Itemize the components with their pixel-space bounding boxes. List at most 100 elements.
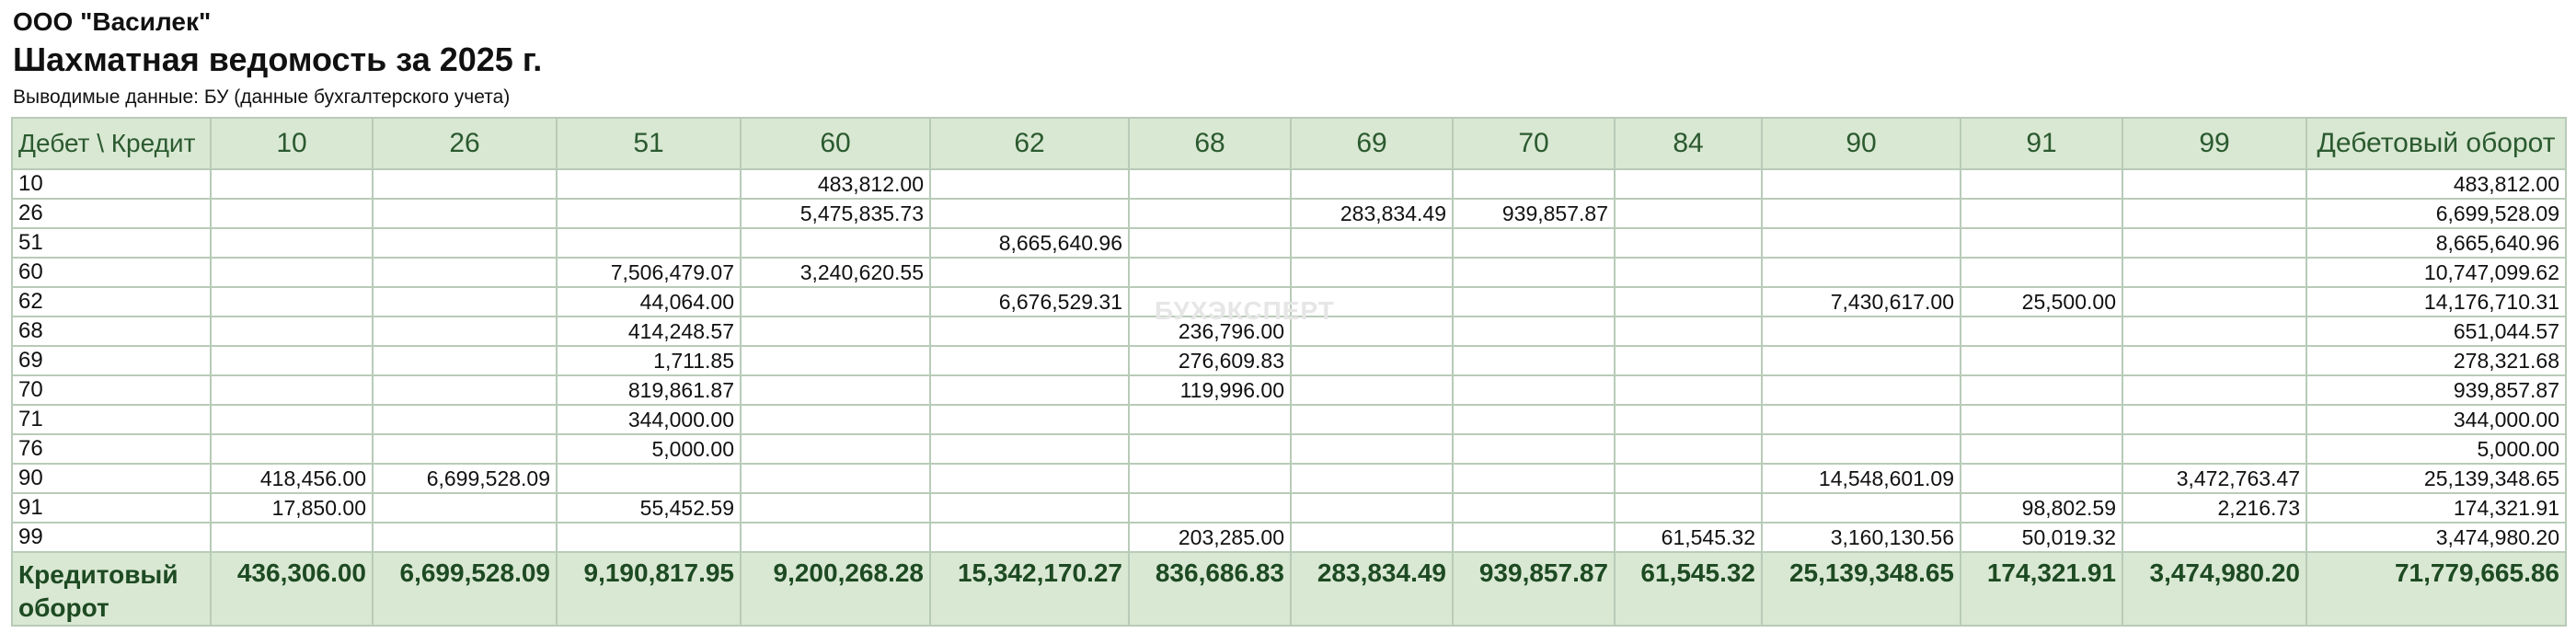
turnover-cell — [372, 522, 558, 553]
turnover-cell — [372, 374, 558, 406]
debit-account-cell: 91 — [11, 492, 212, 524]
turnover-cell — [1452, 286, 1616, 317]
turnover-cell — [929, 404, 1130, 435]
turnover-cell — [1452, 463, 1616, 494]
debit-turnover-cell: 278,321.68 — [2306, 345, 2567, 376]
turnover-cell — [1960, 433, 2123, 465]
turnover-cell — [2122, 198, 2307, 229]
turnover-cell — [740, 463, 931, 494]
turnover-cell — [740, 433, 931, 465]
table-row: 91 17,850.00 55,452.59 98,802.59 2,216.73 174… — [11, 492, 2567, 524]
debit-account-cell: 71 — [11, 404, 212, 435]
turnover-cell — [1614, 227, 1763, 259]
credit-turnover-cell: 174,321.91 — [1960, 551, 2123, 627]
turnover-cell — [2122, 257, 2307, 288]
column-header: 69 — [1290, 117, 1454, 170]
turnover-cell — [210, 257, 374, 288]
turnover-cell: 236,796.00 — [1128, 316, 1292, 347]
turnover-cell: 6,676,529.31 — [929, 286, 1130, 317]
data-source-note: Выводимые данные: БУ (данные бухгалтерск… — [13, 86, 511, 108]
turnover-cell — [1290, 404, 1454, 435]
turnover-cell: 939,857.87 — [1452, 198, 1616, 229]
turnover-cell — [1960, 257, 2123, 288]
turnover-cell — [1761, 433, 1961, 465]
turnover-cell: 8,665,640.96 — [929, 227, 1130, 259]
turnover-cell — [1614, 492, 1763, 524]
credit-turnover-cell: 283,834.49 — [1290, 551, 1454, 627]
turnover-cell — [1614, 168, 1763, 200]
table-row: 71 344,000.00 344,000.00 — [11, 404, 2567, 435]
debit-account-cell: 76 — [11, 433, 212, 465]
debit-turnover-cell: 5,000.00 — [2306, 433, 2567, 465]
turnover-cell — [1290, 522, 1454, 553]
debit-turnover-cell: 174,321.91 — [2306, 492, 2567, 524]
watermark-logo: БУХЭКСПЕРТ — [1155, 296, 1335, 325]
debit-turnover-cell: 10,747,099.62 — [2306, 257, 2567, 288]
turnover-cell — [1290, 168, 1454, 200]
column-header: 62 — [929, 117, 1130, 170]
turnover-cell — [372, 404, 558, 435]
turnover-cell — [929, 492, 1130, 524]
debit-account-cell: 10 — [11, 168, 212, 200]
turnover-cell: 3,240,620.55 — [740, 257, 931, 288]
turnover-cell — [1452, 257, 1616, 288]
debit-account-cell: 68 — [11, 316, 212, 347]
table-row: 90 418,456.00 6,699,528.09 14,548,601.09 3,4… — [11, 463, 2567, 494]
credit-turnover-cell: 9,200,268.28 — [740, 551, 931, 627]
credit-turnover-cell: 3,474,980.20 — [2122, 551, 2307, 627]
debit-turnover-cell: 939,857.87 — [2306, 374, 2567, 406]
turnover-cell: 17,850.00 — [210, 492, 374, 524]
turnover-cell: 44,064.00 — [556, 286, 742, 317]
turnover-cell — [210, 198, 374, 229]
turnover-cell — [1960, 168, 2123, 200]
turnover-cell — [210, 345, 374, 376]
turnover-cell — [1452, 492, 1616, 524]
column-header: 84 — [1614, 117, 1763, 170]
turnover-cell — [1128, 227, 1292, 259]
credit-turnover-cell: 436,306.00 — [210, 551, 374, 627]
turnover-cell — [1452, 168, 1616, 200]
credit-turnover-cell: 15,342,170.27 — [929, 551, 1130, 627]
turnover-cell — [1960, 345, 2123, 376]
turnover-cell: 203,285.00 — [1128, 522, 1292, 553]
turnover-cell — [2122, 227, 2307, 259]
turnover-cell — [1452, 316, 1616, 347]
turnover-cell: 2,216.73 — [2122, 492, 2307, 524]
debit-account-cell: 51 — [11, 227, 212, 259]
credit-turnover-row: Кредитовый оборот 436,306.00 6,699,528.0… — [11, 551, 2567, 627]
turnover-cell — [740, 286, 931, 317]
turnover-cell — [1614, 198, 1763, 229]
turnover-cell: 98,802.59 — [1960, 492, 2123, 524]
turnover-cell: 5,475,835.73 — [740, 198, 931, 229]
turnover-cell — [1614, 316, 1763, 347]
turnover-cell — [1452, 433, 1616, 465]
turnover-cell — [1128, 492, 1292, 524]
turnover-cell: 3,160,130.56 — [1761, 522, 1961, 553]
debit-account-cell: 69 — [11, 345, 212, 376]
turnover-cell — [372, 227, 558, 259]
turnover-cell — [2122, 433, 2307, 465]
credit-turnover-cell: 9,190,817.95 — [556, 551, 742, 627]
turnover-cell — [929, 198, 1130, 229]
corner-header: Дебет \ Кредит — [11, 117, 212, 170]
turnover-cell — [2122, 168, 2307, 200]
turnover-cell — [740, 345, 931, 376]
credit-turnover-cell: 25,139,348.65 — [1761, 551, 1961, 627]
turnover-cell — [2122, 374, 2307, 406]
report-title: Шахматная ведомость за 2025 г. — [13, 40, 543, 78]
turnover-cell — [210, 522, 374, 553]
column-header: 10 — [210, 117, 374, 170]
turnover-cell — [1614, 404, 1763, 435]
turnover-cell — [1290, 227, 1454, 259]
debit-account-cell: 60 — [11, 257, 212, 288]
turnover-cell — [1128, 286, 1292, 317]
turnover-cell: 483,812.00 — [740, 168, 931, 200]
turnover-cell — [1452, 374, 1616, 406]
column-header: 91 — [1960, 117, 2123, 170]
turnover-cell — [372, 345, 558, 376]
turnover-cell — [372, 257, 558, 288]
table-row: 62 44,064.00 6,676,529.31 7,430,617.00 25,50… — [11, 286, 2567, 317]
turnover-cell — [740, 316, 931, 347]
turnover-cell: 276,609.83 — [1128, 345, 1292, 376]
turnover-cell — [556, 522, 742, 553]
